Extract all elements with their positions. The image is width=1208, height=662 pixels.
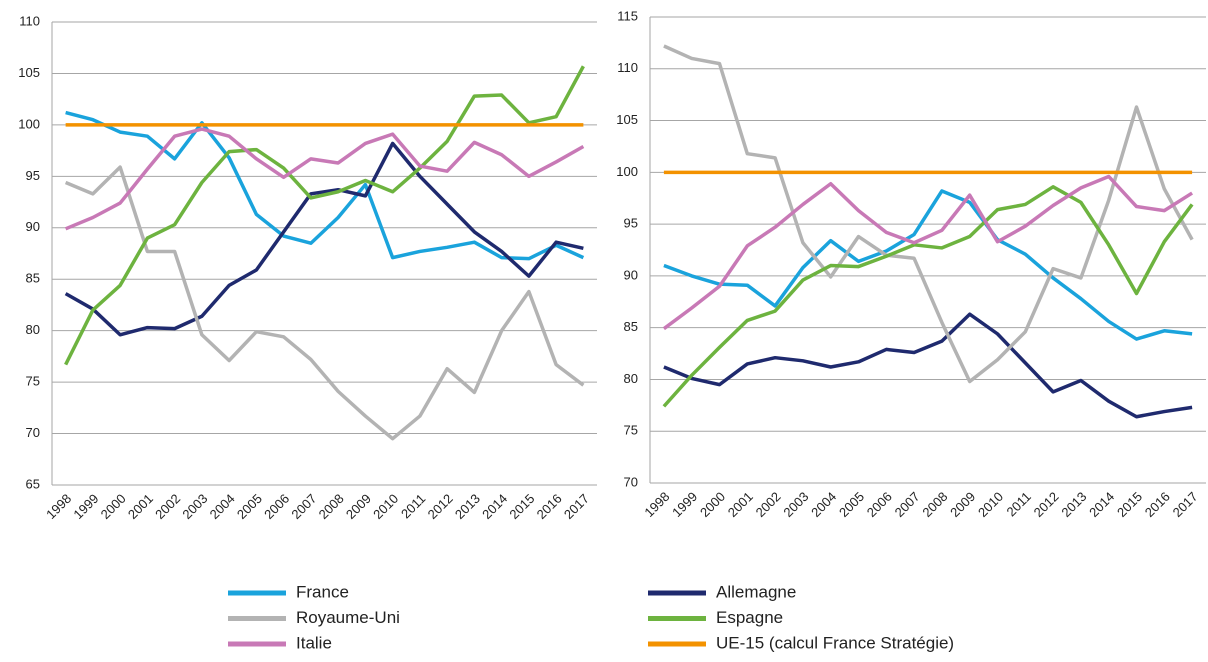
- x-tick-label: 2013: [452, 491, 483, 522]
- x-tick-label: 2016: [534, 491, 565, 522]
- x-tick-label: 2001: [125, 491, 156, 522]
- legend-label: Allemagne: [716, 582, 796, 601]
- y-tick-label: 80: [26, 322, 40, 337]
- x-tick-label: 2010: [975, 489, 1006, 520]
- x-tick-label: 2003: [780, 489, 811, 520]
- x-tick-label: 2004: [808, 489, 839, 520]
- x-tick-label: 2007: [892, 489, 923, 520]
- x-tick-label: 1998: [43, 491, 74, 522]
- y-tick-label: 85: [624, 319, 638, 334]
- x-tick-label: 2012: [1031, 489, 1062, 520]
- y-tick-label: 105: [616, 112, 638, 127]
- series-line: [663, 312, 1193, 419]
- x-tick-label: 2003: [179, 491, 210, 522]
- x-tick-label: 2000: [697, 489, 728, 520]
- x-tick-label: 1999: [669, 489, 700, 520]
- x-tick-label: 2002: [753, 489, 784, 520]
- x-tick-label: 2015: [506, 491, 537, 522]
- x-tick-label: 2006: [864, 489, 895, 520]
- x-tick-label: 2014: [1086, 489, 1117, 520]
- y-tick-label: 95: [26, 168, 40, 183]
- x-tick-label: 1999: [70, 491, 101, 522]
- series-line: [64, 141, 584, 337]
- series-line: [663, 44, 1194, 384]
- y-tick-label: 70: [624, 474, 638, 489]
- y-tick-label: 105: [18, 65, 40, 80]
- x-tick-label: 2017: [561, 491, 592, 522]
- x-tick-label: 2015: [1114, 489, 1145, 520]
- y-tick-label: 65: [26, 476, 40, 491]
- x-tick-label: 2009: [343, 491, 374, 522]
- x-tick-label: 2012: [425, 491, 456, 522]
- x-tick-label: 2016: [1142, 489, 1173, 520]
- legend-label: Royaume-Uni: [296, 608, 400, 627]
- x-tick-label: 2000: [98, 491, 129, 522]
- x-tick-label: 2017: [1170, 489, 1201, 520]
- series-line: [64, 127, 585, 231]
- x-tick-label: 2005: [836, 489, 867, 520]
- series-line: [65, 110, 585, 261]
- legend-label: France: [296, 582, 349, 601]
- y-tick-label: 100: [616, 164, 638, 179]
- x-tick-label: 2004: [207, 491, 238, 522]
- series-line: [64, 165, 585, 441]
- x-tick-label: 2014: [479, 491, 510, 522]
- y-tick-label: 85: [26, 271, 40, 286]
- legend-label: Espagne: [716, 608, 783, 627]
- y-tick-label: 80: [624, 371, 638, 386]
- legend-label: Italie: [296, 633, 332, 652]
- x-tick-label: 2009: [947, 489, 978, 520]
- y-tick-label: 75: [624, 423, 638, 438]
- x-tick-label: 2008: [919, 489, 950, 520]
- x-tick-label: 2005: [234, 491, 265, 522]
- series-line: [662, 185, 1194, 408]
- x-tick-label: 2002: [152, 491, 183, 522]
- y-tick-label: 90: [624, 267, 638, 282]
- legend-label: UE-15 (calcul France Stratégie): [716, 633, 954, 652]
- y-tick-label: 110: [617, 60, 638, 75]
- y-tick-label: 95: [624, 216, 638, 231]
- y-tick-label: 110: [19, 13, 40, 28]
- series-line: [663, 189, 1193, 341]
- series-line: [662, 174, 1194, 331]
- y-tick-label: 70: [26, 425, 40, 440]
- y-tick-label: 100: [18, 116, 40, 131]
- x-tick-label: 2013: [1058, 489, 1089, 520]
- x-tick-label: 2011: [1003, 489, 1033, 519]
- y-tick-label: 115: [617, 8, 638, 23]
- x-tick-label: 2007: [288, 491, 319, 522]
- y-tick-label: 90: [26, 219, 40, 234]
- x-tick-label: 2001: [725, 489, 756, 520]
- y-tick-label: 75: [26, 374, 40, 389]
- x-tick-label: 2006: [261, 491, 292, 522]
- series-line: [64, 65, 585, 366]
- x-tick-label: 2010: [370, 491, 401, 522]
- x-tick-label: 2011: [398, 491, 428, 521]
- x-tick-label: 1998: [641, 489, 672, 520]
- x-tick-label: 2008: [316, 491, 347, 522]
